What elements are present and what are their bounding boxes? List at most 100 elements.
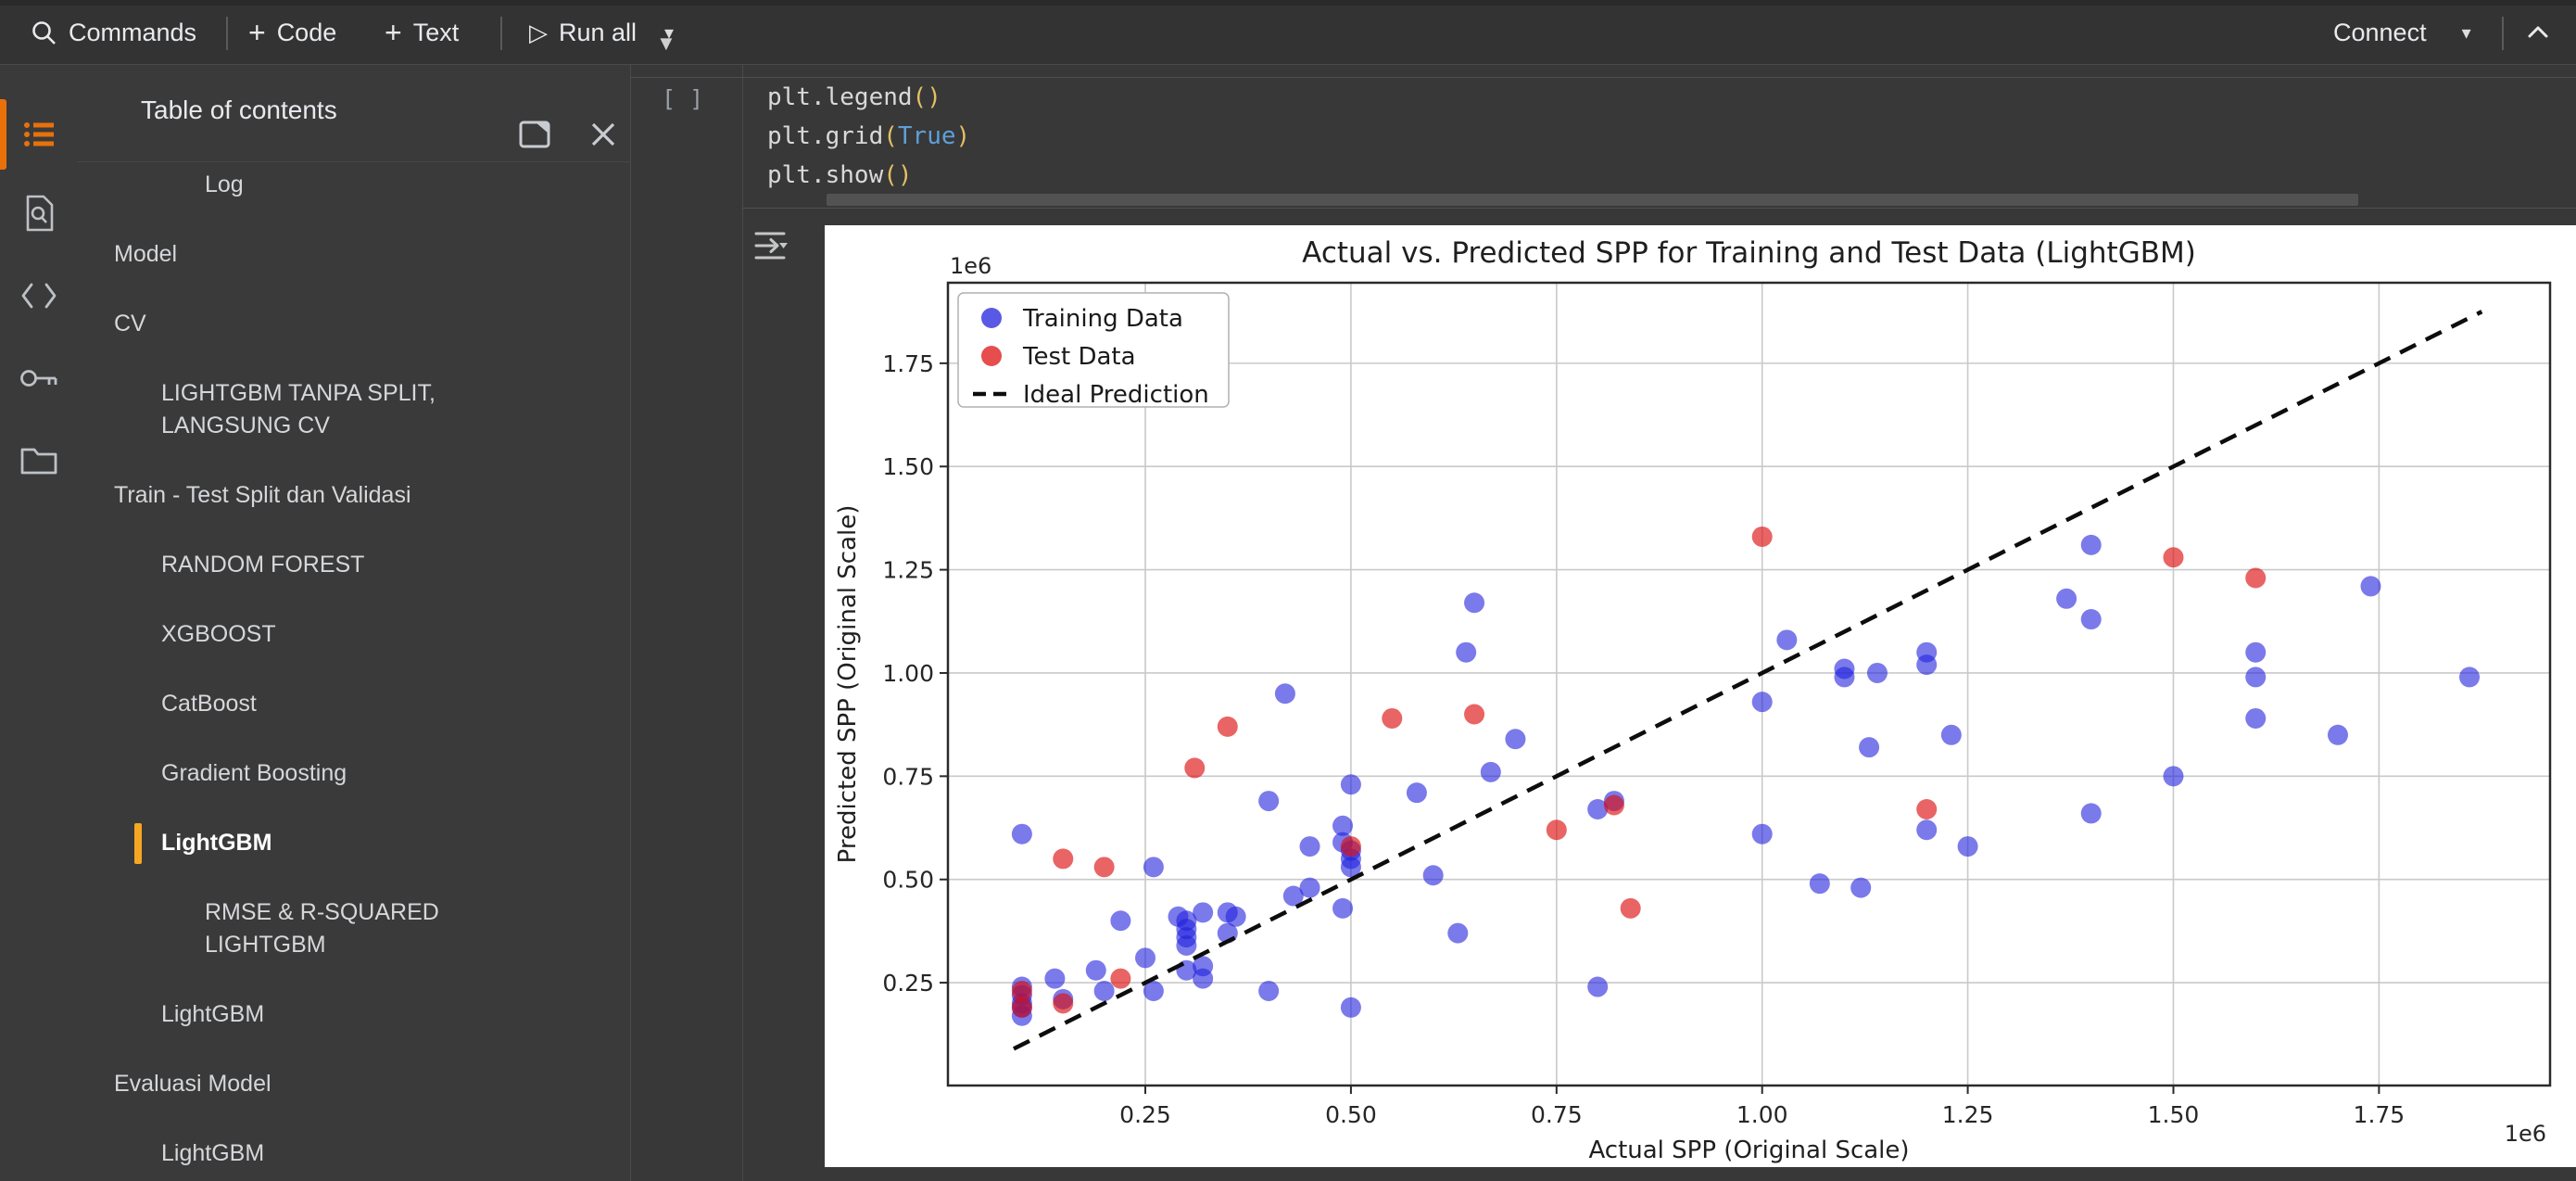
svg-text:Ideal Prediction: Ideal Prediction [1023,381,1209,409]
plus-icon: + [248,16,266,49]
commands-label: Commands [69,18,197,46]
code-line: plt.show() [767,156,970,195]
run-all-label: Run all [559,18,638,46]
toc-item-label: Evaluasi Model [114,1071,271,1097]
document-search-icon [26,195,53,232]
code-line: plt.legend() [767,78,970,117]
connect-label: Connect [2333,18,2427,46]
toc-header-divider [77,161,630,162]
svg-text:1e6: 1e6 [2505,1121,2546,1147]
sidebar-item-find-replace[interactable] [0,178,77,248]
svg-text:Test Data: Test Data [1022,343,1136,371]
code-brackets-icon [21,283,56,309]
toc-item-cv[interactable]: CV [114,308,577,340]
code-editor[interactable]: plt.legend() plt.grid(True) plt.show() [767,78,970,195]
svg-text:1.25: 1.25 [882,557,934,584]
cell-gutter-divider [742,65,743,1181]
active-indicator [0,99,6,170]
toc-item-evaluasi-model[interactable]: Evaluasi Model [114,1068,577,1100]
open-in-tab-icon[interactable] [517,117,552,152]
toc-item-label: CatBoost [161,691,257,717]
toc-header: Table of contents [77,65,630,161]
svg-text:1e6: 1e6 [950,253,991,279]
svg-text:0.75: 0.75 [882,763,934,790]
code-token: ) [955,122,971,150]
toc-item-xgboost[interactable]: XGBOOST [161,618,569,651]
connect-button[interactable]: Connect ▾ [2333,0,2471,65]
plus-icon: + [385,16,402,49]
add-code-button[interactable]: + Code [248,0,336,65]
toc-item-label: CV [114,311,146,337]
toolbar-divider [2502,17,2504,50]
sidebar-item-files[interactable] [0,425,77,495]
run-all-button[interactable]: ▷ Run all ▾ [529,0,674,65]
add-text-button[interactable]: + Text [385,0,459,65]
search-icon [32,21,56,44]
code-token: ( [883,122,898,150]
code-token: True [897,122,956,150]
toc-item-lightgbm[interactable]: LightGBM [161,998,569,1031]
svg-text:Actual SPP (Original Scale): Actual SPP (Original Scale) [1588,1137,1909,1164]
toc-item-label: RMSE & R-SQUARED LIGHTGBM [205,899,439,958]
toc-item-lightgbm[interactable]: LightGBM [134,823,569,864]
toc-item-label: LightGBM [161,1140,265,1166]
chevron-up-icon [2528,26,2548,38]
svg-text:0.50: 0.50 [1325,1101,1377,1128]
toc-item-log[interactable]: Log [205,169,538,201]
code-token: () [883,161,913,189]
folder-icon [20,448,57,475]
toc-item-label: Train - Test Split dan Validasi [114,482,411,508]
key-icon [19,370,57,387]
toolbar-divider [226,17,228,50]
collapse-toolbar-button[interactable] [2522,0,2554,65]
sidebar-item-secrets[interactable] [0,343,77,413]
toc-active-bar [134,823,142,864]
svg-text:0.50: 0.50 [882,867,934,894]
add-text-label: Text [412,18,460,46]
svg-text:1.00: 1.00 [1736,1101,1788,1128]
code-token: () [912,83,941,111]
toc-item-label: RANDOM FOREST [161,552,365,578]
toc-item-lightgbm-tanpa-split-langsung-cv[interactable]: LIGHTGBM TANPA SPLIT, LANGSUNG CV [161,377,569,442]
output-actions-icon[interactable] [749,224,791,267]
scatter-plot: 0.25 0.50 0.75 1.00 1.25 1.50 1.75 0.25 0.50 0.75… [834,236,2552,1164]
toc-item-train-test-split-dan-validasi[interactable]: Train - Test Split dan Validasi [114,479,577,512]
svg-text:1.75: 1.75 [2354,1101,2406,1128]
toc-panel-title: Table of contents [141,95,337,124]
sidebar-notebook-divider [630,65,631,1181]
toc-item-model[interactable]: Model [114,238,577,271]
code-token: plt.show [767,161,884,189]
close-icon[interactable] [586,117,621,152]
cell-run-marker[interactable]: [ ] [662,85,704,112]
svg-text:1.75: 1.75 [882,350,934,377]
top-toolbar: Commands + Code + Text ▷ Run all ▾ Conne… [0,0,2576,65]
play-icon: ▷ [529,18,548,46]
sidebar-item-table-of-contents[interactable] [0,99,77,170]
toc-item-lightgbm[interactable]: LightGBM [161,1137,569,1170]
svg-text:Training Data: Training Data [1022,305,1183,333]
section-collapse-caret-icon[interactable]: ▼ [656,32,676,55]
svg-text:Actual vs. Predicted SPP for T: Actual vs. Predicted SPP for Training an… [1302,236,2196,270]
svg-text:1.00: 1.00 [882,660,934,687]
connect-dropdown-caret-icon[interactable]: ▾ [2461,22,2471,44]
toc-item-label: LIGHTGBM TANPA SPLIT, LANGSUNG CV [161,380,436,438]
cell-output-plot: 0.25 0.50 0.75 1.00 1.25 1.50 1.75 0.25 0.50 0.75… [825,225,2576,1167]
cell-top-border [630,77,2576,78]
run-all-dropdown-caret-icon[interactable]: ▾ [664,22,675,44]
toc-item-label: XGBOOST [161,621,276,647]
svg-text:1.50: 1.50 [882,453,934,480]
toc-item-rmse-r-squared-lightgbm[interactable]: RMSE & R-SQUARED LIGHTGBM [205,896,538,961]
commands-button[interactable]: Commands [30,0,196,65]
svg-text:1.25: 1.25 [1942,1101,1994,1128]
code-horizontal-scrollbar[interactable] [827,194,2358,206]
toolbar-bottom-divider [0,64,2576,65]
toc-item-random-forest[interactable]: RANDOM FOREST [161,549,569,581]
toc-item-gradient-boosting[interactable]: Gradient Boosting [161,757,569,790]
toc-item-label: LightGBM [161,830,272,856]
svg-text:0.25: 0.25 [882,970,934,997]
svg-text:0.25: 0.25 [1119,1101,1171,1128]
toc-item-catboost[interactable]: CatBoost [161,688,569,720]
sidebar-item-code-snippets[interactable] [0,260,77,331]
svg-text:0.75: 0.75 [1531,1101,1583,1128]
